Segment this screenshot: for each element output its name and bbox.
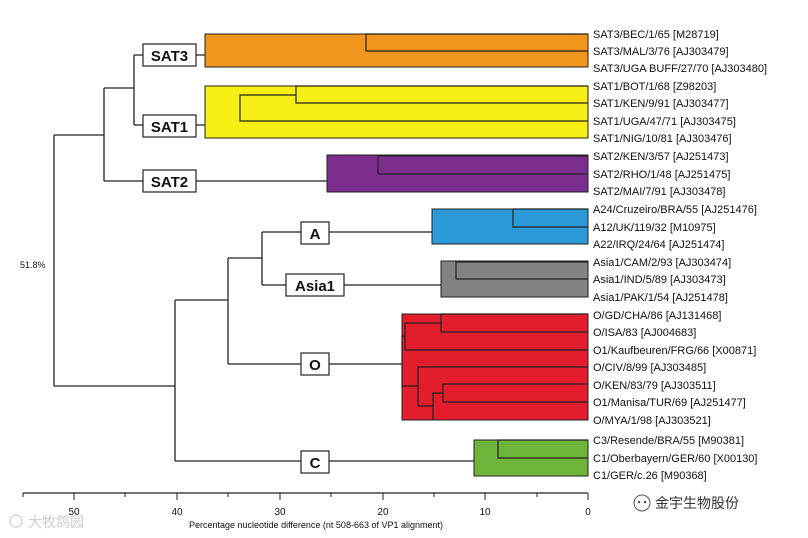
a-label-box <box>300 221 330 245</box>
a-label: A <box>310 226 321 243</box>
leaf-label: C1/GER/c.26 [M90368] <box>593 470 707 482</box>
sat3-label-box <box>142 43 197 67</box>
sat3-label: SAT3 <box>151 48 188 65</box>
leaf-label: Asia1/CAM/2/93 [AJ303474] <box>593 257 731 269</box>
tick-label: 30 <box>274 507 286 518</box>
leaf-label: O/MYA/1/98 [AJ303521] <box>593 415 711 427</box>
sat1-label-box <box>142 114 197 138</box>
leaf-label: Asia1/PAK/1/54 [AJ251478] <box>593 292 728 304</box>
tick-label: 20 <box>377 507 389 518</box>
asia1-label-box <box>285 273 345 297</box>
sat2-subclade-line <box>377 155 588 175</box>
sat3-subclade-line <box>365 33 588 52</box>
leaf-label: O1/Kaufbeuren/FRG/66 [X00871] <box>593 345 756 357</box>
tick-label: 10 <box>479 507 491 518</box>
leaf-label: O/GD/CHA/86 [AJ131468] <box>593 310 721 322</box>
axis-title: Percentage nucleotide difference (nt 508… <box>189 520 443 530</box>
leaf-label: A24/Cruzeiro/BRA/55 [AJ251476] <box>593 204 757 216</box>
watermark-right-text: 金宇生物股份 <box>655 495 739 511</box>
bootstrap-value: 51.8% <box>20 260 46 270</box>
leaf-label: O/KEN/83/79 [AJ303511] <box>593 380 716 392</box>
sat2-clade <box>326 154 589 193</box>
leaf-label: SAT1/NIG/10/81 [AJ303476] <box>593 133 732 145</box>
o-inner-line-4 <box>432 392 443 420</box>
a-subclade-line <box>512 208 588 228</box>
sat2-label: SAT2 <box>151 174 188 191</box>
tick-label: 40 <box>171 507 183 518</box>
c-label-box <box>300 450 330 474</box>
sat1-clade-box <box>204 85 589 139</box>
leaf-label: SAT2/RHO/1/48 [AJ251475] <box>593 169 730 181</box>
wechat-icon <box>633 494 651 512</box>
serotype-labels: SAT3 SAT1 SAT2 A Asia1 O C <box>142 43 345 474</box>
leaf-label: SAT2/MAI/7/91 [AJ303478] <box>593 186 725 198</box>
leaf-label: SAT3/MAL/3/76 [AJ303479] <box>593 46 729 58</box>
copyright-icon <box>9 514 23 528</box>
o-inner-line-6 <box>401 335 418 387</box>
x-axis-ticks <box>22 493 589 500</box>
leaf-labels: SAT3/BEC/1/65 [M28719] SAT3/MAL/3/76 [AJ… <box>593 29 767 482</box>
o-label-box <box>300 352 330 376</box>
o-clade <box>401 313 589 421</box>
leaf-label: C3/Resende/BRA/55 [M90381] <box>593 435 744 447</box>
leaf-label: SAT1/UGA/47/71 [AJ303475] <box>593 116 736 128</box>
sat1-inner-line-b <box>239 94 588 122</box>
o-label: O <box>309 357 321 374</box>
watermark-left-text: 大牧鸽园 <box>28 514 84 530</box>
leaf-label: O/ISA/83 [AJ004683] <box>593 327 696 339</box>
leaf-label: O/CIV/8/99 [AJ303485] <box>593 362 706 374</box>
leaf-label: SAT3/UGA BUFF/27/70 [AJ303480] <box>593 63 767 75</box>
leaf-label: SAT3/BEC/1/65 [M28719] <box>593 29 719 41</box>
leaf-label: A22/IRQ/24/64 [AJ251474] <box>593 239 724 251</box>
tick-label: 50 <box>68 507 80 518</box>
leaf-label: O1/Manisa/TUR/69 [AJ251477] <box>593 397 746 409</box>
sat2-label-box <box>142 169 197 193</box>
a-clade <box>431 208 589 245</box>
leaf-label: Asia1/IND/5/89 [AJ303473] <box>593 274 726 286</box>
asia1-label: Asia1 <box>295 278 335 295</box>
wechat-icon-dot <box>637 500 641 504</box>
wechat-icon-dot <box>643 500 647 504</box>
c-clade <box>473 439 589 477</box>
watermark-left: 大牧鸽园 <box>9 514 84 530</box>
asia1-clade <box>440 260 589 298</box>
sat3-clade <box>204 33 589 68</box>
sat1-clade <box>204 85 589 139</box>
leaf-label: A12/UK/119/32 [M10975] <box>593 222 716 234</box>
asia1-subclade-line <box>455 261 588 280</box>
sat1-label: SAT1 <box>151 119 188 136</box>
watermark-right: 金宇生物股份 <box>633 494 739 512</box>
c-subclade-line <box>497 439 588 459</box>
tick-label: 0 <box>585 507 591 518</box>
leaf-label: SAT1/BOT/1/68 [Z98203] <box>593 81 716 93</box>
leaf-label: SAT1/KEN/9/91 [AJ303477] <box>593 98 729 110</box>
x-axis: 50 40 30 20 10 0 Percentage nucleotide d… <box>22 492 591 530</box>
leaf-label: SAT2/KEN/3/57 [AJ251473] <box>593 151 729 163</box>
c-label: C <box>310 455 321 472</box>
leaf-label: C1/Oberbayern/GER/60 [X00130] <box>593 453 757 465</box>
